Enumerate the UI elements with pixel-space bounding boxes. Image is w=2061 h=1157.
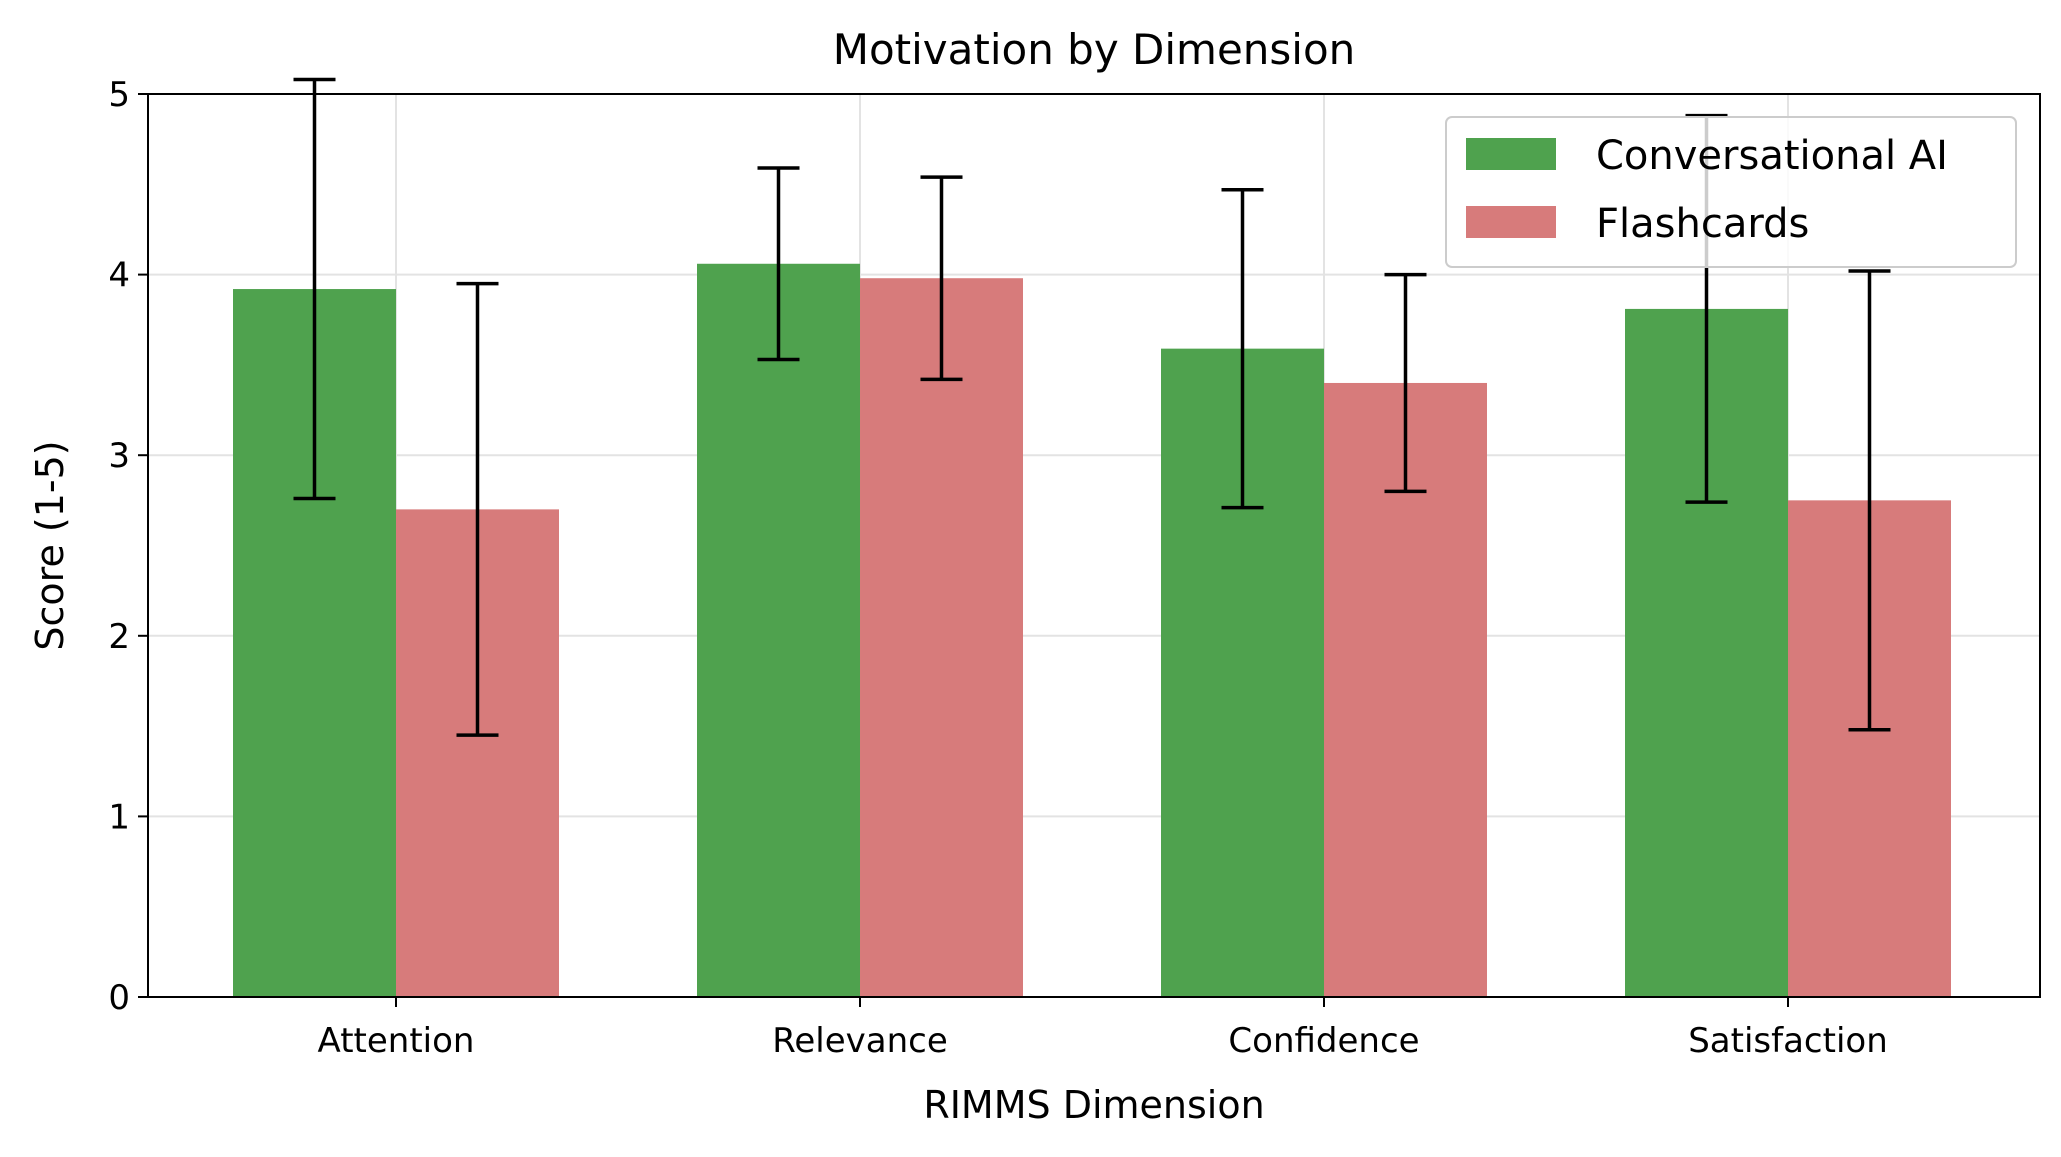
plot-frame	[147, 93, 2041, 998]
chart-title: Motivation by Dimension	[833, 25, 1356, 74]
error-bar-flashcards-relevance	[920, 175, 963, 382]
y-tick-label: 4	[108, 256, 130, 296]
bar-flashcards-relevance	[860, 278, 1023, 997]
x-tick-label: Confidence	[1228, 1021, 1419, 1061]
x-axis-title: RIMMS Dimension	[923, 1083, 1264, 1127]
legend-label-flashcards: Flashcards	[1596, 201, 1809, 247]
y-tick-label: 0	[108, 978, 130, 1018]
x-tick-label: Relevance	[772, 1021, 948, 1061]
legend-label-conversational-ai: Conversational AI	[1596, 133, 1948, 179]
axis-ticks: 0 1 2 3 4 5 Attention Relevance Confidence Satisf…	[108, 75, 1887, 1061]
legend-swatch-conversational-ai	[1466, 138, 1556, 170]
legend-swatch-flashcards	[1466, 206, 1556, 238]
legend: Conversational AI Flashcards	[1445, 116, 2017, 268]
error-bar-conversational-ai-confidence	[1221, 187, 1264, 510]
error-bars	[293, 77, 1891, 737]
y-tick-label: 5	[108, 75, 130, 115]
error-bar-flashcards-satisfaction	[1848, 269, 1891, 732]
x-tick-label: Satisfaction	[1688, 1021, 1888, 1061]
y-tick-label: 3	[108, 436, 130, 476]
bars	[233, 263, 1951, 998]
bar-conversational-ai-relevance	[697, 263, 860, 997]
error-bar-conversational-ai-attention	[293, 77, 336, 501]
error-bar-flashcards-attention	[456, 281, 499, 737]
error-bar-flashcards-confidence	[1384, 272, 1427, 494]
y-tick-label: 1	[108, 797, 130, 837]
y-tick-label: 2	[108, 617, 130, 657]
error-bar-conversational-ai-relevance	[757, 166, 800, 362]
y-axis-title: Score (1-5)	[28, 440, 72, 650]
x-tick-label: Attention	[318, 1021, 475, 1061]
legend-box	[1445, 116, 2017, 268]
